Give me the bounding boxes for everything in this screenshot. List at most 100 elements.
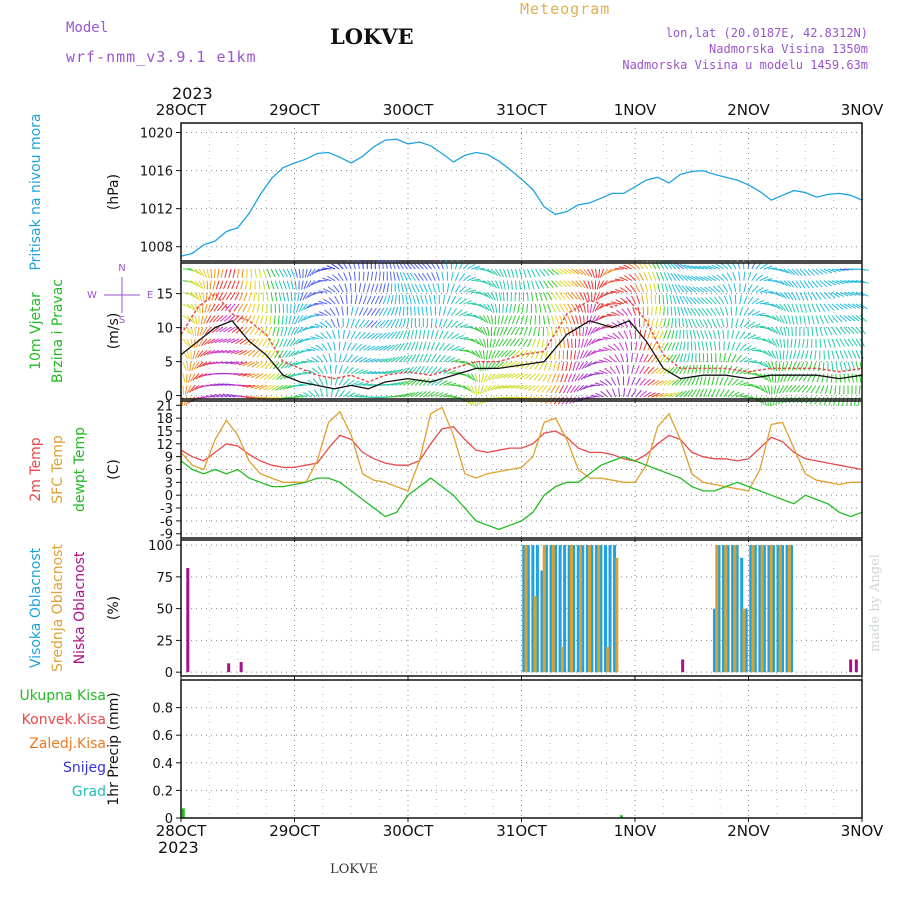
wind-barb xyxy=(563,327,567,337)
wind-barb xyxy=(500,361,508,369)
wind-barb xyxy=(655,354,662,363)
wind-barb xyxy=(214,393,224,398)
wind-barb xyxy=(371,371,381,375)
wind-barb xyxy=(629,284,637,293)
wind-barb xyxy=(481,373,484,383)
compass-south: S xyxy=(119,315,125,326)
wind-barb xyxy=(318,268,328,271)
wind-barb xyxy=(477,385,480,395)
wind-barb xyxy=(482,350,485,360)
wind-barb xyxy=(200,350,208,357)
bar-high xyxy=(771,545,775,673)
wind-barb xyxy=(417,306,420,316)
wind-barb xyxy=(291,350,300,357)
wind-barb xyxy=(827,350,830,360)
wind-barb xyxy=(216,315,224,323)
bar-mid xyxy=(560,646,564,673)
wind-barb xyxy=(285,315,288,325)
wind-barb xyxy=(426,329,430,339)
wind-barb xyxy=(787,315,791,325)
wind-barb xyxy=(479,385,484,394)
wind-barb xyxy=(614,354,621,363)
wind-barb xyxy=(835,338,841,348)
wind-barb xyxy=(791,361,797,371)
wind-barb xyxy=(430,354,437,363)
wind-barb xyxy=(547,303,552,313)
wind-barb xyxy=(547,327,549,337)
wind-barb xyxy=(659,330,664,340)
wind-barb xyxy=(442,330,449,340)
wind-barb xyxy=(438,318,443,328)
wind-barb xyxy=(696,286,705,293)
wind-barb xyxy=(581,338,585,348)
wind-barb xyxy=(667,318,670,328)
wind-barb xyxy=(325,330,332,340)
bar-mid xyxy=(742,608,746,673)
wind-barb xyxy=(431,272,436,281)
wind-barb xyxy=(486,327,490,337)
wind-barb xyxy=(474,385,477,395)
wind-barb xyxy=(605,389,613,398)
wind-barb xyxy=(775,291,784,298)
series-line-pressure xyxy=(180,138,863,257)
wind-barb xyxy=(799,268,807,276)
wind-barb xyxy=(779,338,783,348)
wind-barb xyxy=(514,280,517,290)
wind-barb xyxy=(855,326,863,335)
wind-barb xyxy=(226,393,236,398)
wind-barb xyxy=(487,291,494,300)
wind-barb xyxy=(855,291,865,297)
wind-barb xyxy=(543,292,548,301)
wind-barb xyxy=(200,338,208,347)
wind-barb xyxy=(346,318,350,328)
wind-barb xyxy=(799,292,805,301)
wind-barb xyxy=(731,391,740,398)
wind-barb xyxy=(847,315,856,322)
wind-barb xyxy=(699,276,708,282)
wind-barb xyxy=(805,396,813,404)
wind-barb xyxy=(278,303,281,313)
wind-barb xyxy=(591,280,594,290)
wind-barb xyxy=(451,358,461,363)
wind-barb xyxy=(680,274,689,282)
wind-barb xyxy=(540,396,548,404)
wind-barb xyxy=(582,350,589,359)
y-tick-label: 3 xyxy=(165,476,173,491)
wind-barb xyxy=(614,288,624,293)
wind-barb xyxy=(387,369,396,375)
wind-barb xyxy=(443,381,452,386)
wind-barb xyxy=(395,381,404,386)
wind-barb xyxy=(404,283,408,293)
wind-barb xyxy=(250,373,260,379)
wind-barb xyxy=(490,315,494,325)
bar-high xyxy=(767,545,771,673)
wind-barb xyxy=(811,280,819,288)
wind-barb xyxy=(692,330,697,339)
wind-barb xyxy=(338,389,346,398)
wind-barb xyxy=(647,379,656,386)
wind-barb xyxy=(399,272,404,281)
wind-barb xyxy=(676,263,685,270)
bar-mid xyxy=(787,545,791,673)
wind-barb xyxy=(504,350,512,358)
wind-barb xyxy=(739,394,749,398)
wind-barb xyxy=(220,268,224,278)
y-tick-label: 25 xyxy=(156,634,173,649)
wind-barb xyxy=(707,388,712,398)
wind-barb xyxy=(775,362,778,372)
wind-barb xyxy=(593,315,600,323)
wind-barb xyxy=(434,260,440,270)
wind-barb xyxy=(715,364,718,374)
wind-barb xyxy=(322,267,332,270)
wind-barb xyxy=(523,326,528,336)
wind-barb xyxy=(334,295,340,305)
wind-barb xyxy=(599,380,608,386)
wind-barb xyxy=(583,292,588,301)
wind-barb xyxy=(498,292,502,302)
y-tick-label: 75 xyxy=(156,571,173,586)
wind-barb xyxy=(349,283,352,293)
wind-barb xyxy=(418,353,424,363)
wind-barb xyxy=(442,306,447,316)
wind-barb xyxy=(390,331,398,340)
wind-barb xyxy=(442,294,445,304)
